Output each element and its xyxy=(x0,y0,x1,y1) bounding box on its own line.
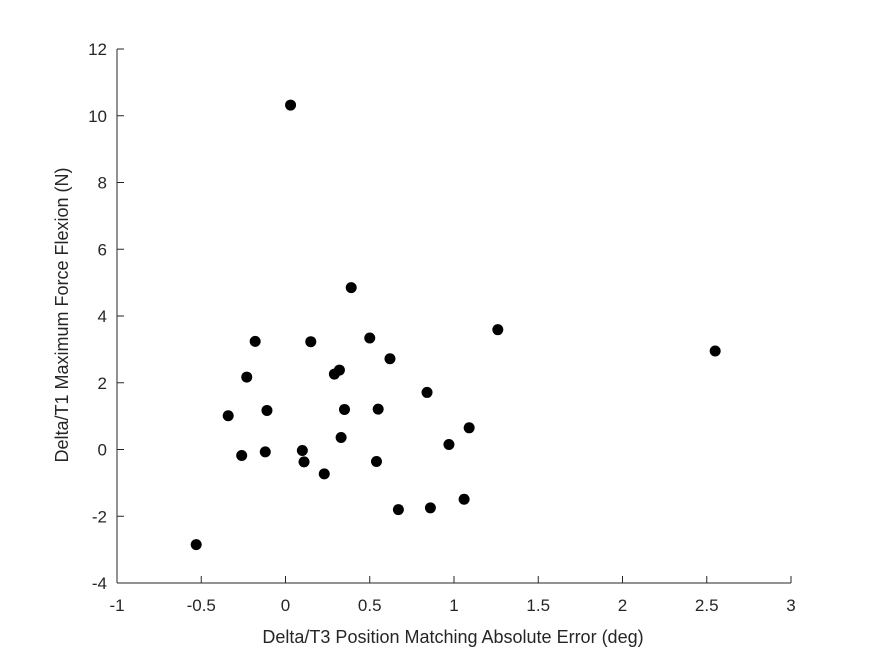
y-tick-label: -4 xyxy=(92,574,107,593)
data-point xyxy=(443,438,455,450)
y-tick-label: 6 xyxy=(98,240,107,259)
data-point xyxy=(421,386,433,398)
data-point xyxy=(222,410,234,422)
data-point xyxy=(463,422,475,434)
data-point xyxy=(296,445,308,457)
y-tick-label: -2 xyxy=(92,507,107,526)
plot-area: -1 -0.5 0 0.5 1 1.5 2 2.5 3 -4 -2 0 2 4 6 8 10 12 xyxy=(88,40,796,615)
y-tick-label: 8 xyxy=(98,174,107,193)
data-point xyxy=(333,364,345,376)
data-point xyxy=(370,456,382,468)
y-axis-label: Delta/T1 Maximum Force Flexion (N) xyxy=(52,167,72,462)
x-axis-label: Delta/T3 Position Matching Absolute Erro… xyxy=(262,627,643,647)
data-point xyxy=(335,431,347,443)
data-point xyxy=(384,353,396,365)
data-point xyxy=(305,336,317,348)
data-point xyxy=(236,450,248,462)
y-tick-label: 4 xyxy=(98,307,107,326)
data-point xyxy=(345,282,357,294)
x-tick-label: 0.5 xyxy=(358,596,382,615)
y-tick-label: 12 xyxy=(88,40,107,59)
x-tick-label: 0 xyxy=(281,596,290,615)
data-point xyxy=(298,456,310,468)
data-point xyxy=(190,539,202,551)
data-point xyxy=(241,371,253,383)
x-tick-label: -1 xyxy=(109,596,124,615)
x-tick-label: 3 xyxy=(786,596,795,615)
data-point xyxy=(259,446,271,458)
x-tick-label: 2.5 xyxy=(695,596,719,615)
data-point xyxy=(285,99,297,111)
y-tick-label: 0 xyxy=(98,441,107,460)
data-point xyxy=(261,404,273,416)
x-tick-label: 2 xyxy=(618,596,627,615)
data-point xyxy=(249,335,261,347)
data-point xyxy=(318,468,330,480)
x-tick-label: -0.5 xyxy=(187,596,216,615)
data-point xyxy=(372,403,384,415)
x-tick-label: 1.5 xyxy=(526,596,550,615)
data-point xyxy=(492,324,504,336)
data-point xyxy=(424,502,436,514)
y-tick-label: 2 xyxy=(98,374,107,393)
data-point xyxy=(709,345,721,357)
y-tick-label: 10 xyxy=(88,107,107,126)
data-point xyxy=(392,504,404,516)
data-point xyxy=(364,332,376,344)
data-point xyxy=(458,493,470,505)
x-tick-label: 1 xyxy=(449,596,458,615)
data-point xyxy=(338,403,350,415)
